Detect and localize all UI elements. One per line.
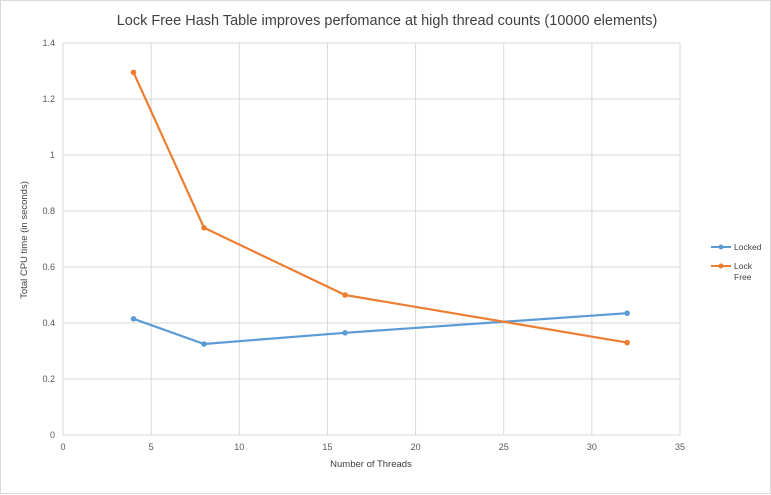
y-tick-label: 0.2 bbox=[42, 374, 55, 384]
y-axis-label: Total CPU time (in seconds) bbox=[19, 181, 30, 299]
legend-label: Free bbox=[734, 272, 752, 282]
legend-label: Lock bbox=[734, 261, 753, 271]
grid bbox=[62, 42, 681, 436]
x-axis-label: Number of Threads bbox=[330, 459, 412, 470]
legend-marker bbox=[718, 263, 724, 269]
series-line-locked bbox=[133, 312, 628, 346]
x-tick-label: 35 bbox=[675, 442, 685, 452]
data-point-lock-free bbox=[201, 225, 207, 231]
x-tick-label: 0 bbox=[60, 442, 65, 452]
x-tick-label: 10 bbox=[234, 442, 244, 452]
tick-labels: 0 0.2 0.4 0.6 0.8 1 1.2 1.4 0 5 10 15 20 25 30 35 bbox=[42, 38, 685, 452]
y-tick-label: 1.4 bbox=[42, 38, 55, 48]
data-point-locked bbox=[342, 330, 348, 336]
y-tick-label: 0 bbox=[50, 430, 55, 440]
series-layer bbox=[130, 69, 630, 347]
legend-marker bbox=[718, 244, 724, 250]
x-tick-label: 5 bbox=[149, 442, 154, 452]
y-tick-label: 0.8 bbox=[42, 206, 55, 216]
legend-label: Locked bbox=[734, 242, 762, 252]
data-point-lock-free bbox=[130, 69, 137, 76]
x-tick-label: 20 bbox=[411, 442, 421, 452]
y-tick-label: 1.2 bbox=[42, 94, 55, 104]
series-line-lock-free bbox=[132, 71, 628, 344]
x-tick-label: 25 bbox=[499, 442, 509, 452]
data-point-locked bbox=[130, 316, 137, 322]
data-point-lock-free bbox=[342, 292, 348, 298]
x-tick-label: 30 bbox=[587, 442, 597, 452]
x-tick-label: 15 bbox=[322, 442, 332, 452]
chart-title: Lock Free Hash Table improves perfomance… bbox=[117, 13, 658, 29]
data-point-locked bbox=[624, 310, 630, 317]
data-point-locked bbox=[201, 341, 207, 347]
y-tick-label: 0.6 bbox=[42, 262, 55, 272]
y-tick-label: 0.4 bbox=[42, 318, 55, 328]
y-tick-label: 1 bbox=[50, 150, 55, 160]
data-point-lock-free bbox=[624, 339, 630, 346]
